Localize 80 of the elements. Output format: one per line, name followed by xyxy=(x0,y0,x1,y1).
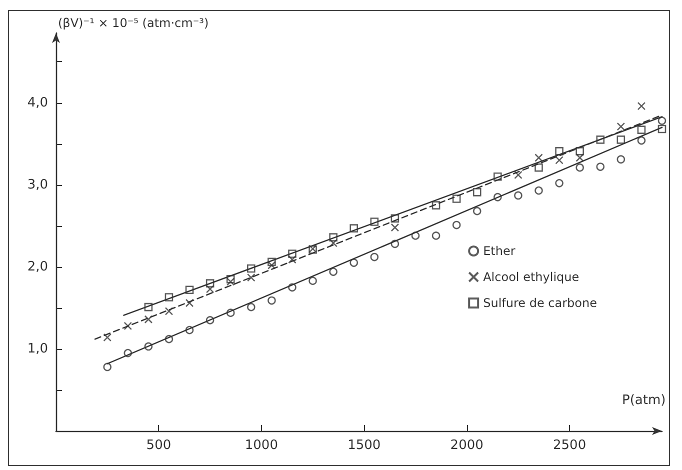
point xyxy=(616,136,626,144)
x-tick-label: 1500 xyxy=(348,438,381,453)
point xyxy=(124,348,132,358)
point xyxy=(576,154,584,162)
x-axis-title: P(atm) xyxy=(622,393,666,408)
point xyxy=(616,155,626,164)
point xyxy=(370,252,379,262)
point xyxy=(411,232,420,240)
point xyxy=(329,268,338,276)
point xyxy=(268,258,276,266)
legend-label: Sulfure de carbone xyxy=(483,296,598,310)
point xyxy=(103,333,112,342)
point xyxy=(206,279,214,288)
point xyxy=(370,218,379,226)
point xyxy=(658,124,666,134)
point xyxy=(288,283,296,292)
point xyxy=(494,192,502,202)
point xyxy=(637,102,646,110)
x-tick-label: 2500 xyxy=(553,438,586,453)
point xyxy=(555,147,564,156)
y-tick-label: 3,0 xyxy=(27,177,48,192)
point xyxy=(472,188,482,196)
point xyxy=(124,322,132,330)
x-tick-label: 1000 xyxy=(244,438,278,453)
point xyxy=(206,316,214,324)
point xyxy=(144,302,153,312)
point xyxy=(247,302,256,312)
point xyxy=(350,258,358,267)
legend-label: Ether xyxy=(483,244,516,258)
point xyxy=(164,307,174,316)
point xyxy=(596,136,605,144)
point xyxy=(185,326,194,334)
point xyxy=(472,206,482,216)
x-tick-label: 2000 xyxy=(450,438,484,453)
point xyxy=(432,232,440,240)
point xyxy=(494,172,502,181)
point xyxy=(596,162,605,171)
point xyxy=(206,284,214,294)
point xyxy=(226,275,235,284)
point xyxy=(164,334,174,344)
point xyxy=(534,154,543,162)
point xyxy=(247,264,256,273)
point xyxy=(288,255,296,264)
point xyxy=(616,122,626,131)
point xyxy=(390,223,400,232)
point xyxy=(350,224,358,232)
point xyxy=(390,240,400,248)
point xyxy=(534,163,543,172)
point xyxy=(432,201,440,210)
point xyxy=(164,293,174,302)
x-tick-label: 500 xyxy=(146,438,172,453)
point xyxy=(329,233,338,242)
point xyxy=(103,362,112,372)
point xyxy=(288,250,296,258)
point xyxy=(452,220,461,230)
y-tick-label: 1,0 xyxy=(27,341,48,356)
point xyxy=(144,342,153,351)
point xyxy=(637,126,646,134)
legend-label: Alcool ethylique xyxy=(483,270,580,284)
point xyxy=(268,296,276,305)
y-axis-title: (βV)⁻¹ × 10⁻⁵ (atm·cm⁻³) xyxy=(58,16,209,30)
point xyxy=(390,214,400,223)
point xyxy=(534,186,543,195)
point xyxy=(555,179,564,188)
point xyxy=(308,276,317,285)
point xyxy=(452,194,461,203)
point xyxy=(576,147,584,156)
y-tick-label: 4,0 xyxy=(27,95,48,110)
point xyxy=(514,170,522,180)
point xyxy=(658,116,666,125)
point xyxy=(555,156,564,164)
point xyxy=(514,191,522,200)
point xyxy=(576,163,584,172)
point xyxy=(637,136,646,145)
point xyxy=(144,315,153,324)
y-tick-label: 2,0 xyxy=(27,259,48,274)
point xyxy=(185,286,194,294)
point xyxy=(247,273,256,282)
point xyxy=(226,277,235,286)
point xyxy=(226,308,235,317)
